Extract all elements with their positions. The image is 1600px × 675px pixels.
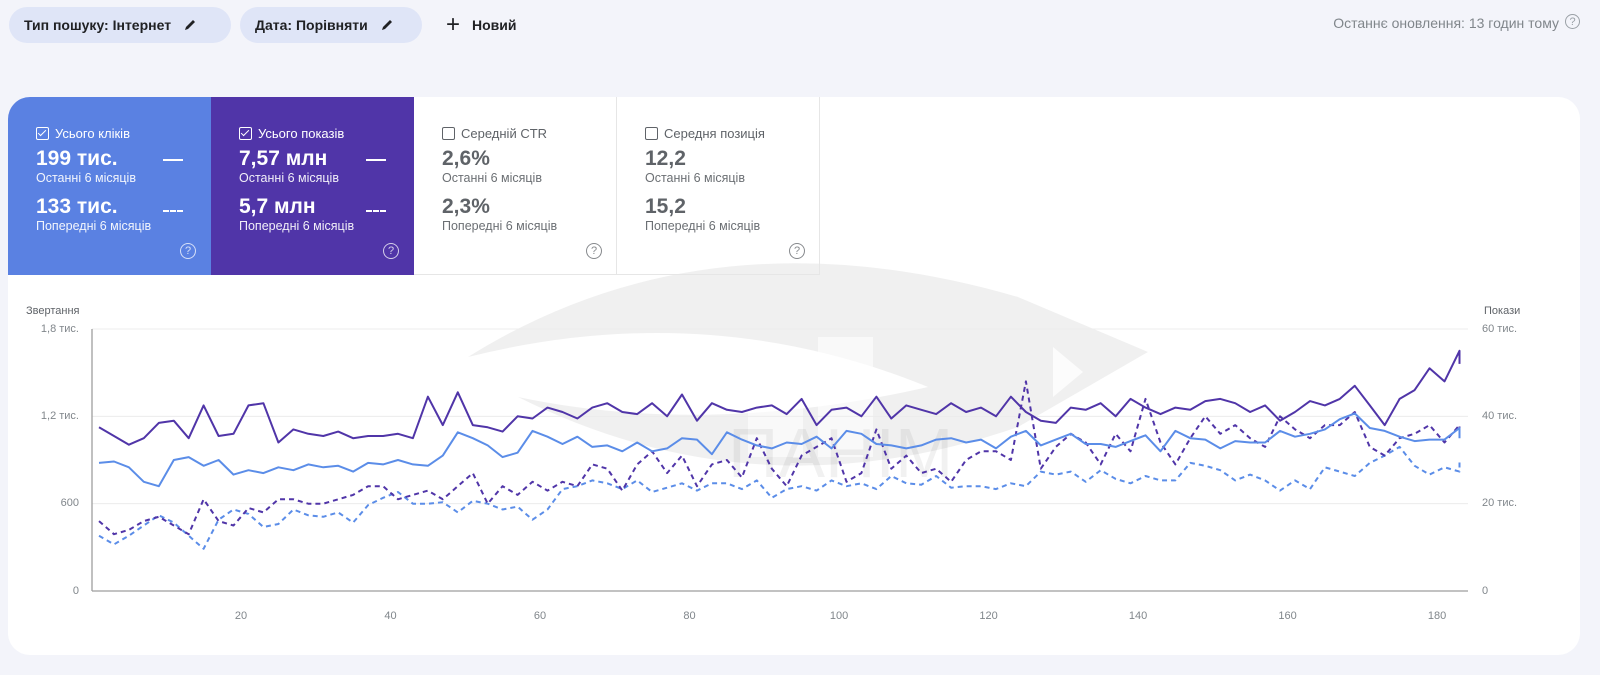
metric-previous-value: 15,2	[645, 195, 686, 218]
left-axis-title: Звертання	[26, 305, 80, 317]
left-tick: 1,8 тис.	[40, 323, 79, 335]
search-type-filter-chip[interactable]: Тип пошуку: Інтернет	[9, 7, 231, 43]
metric-previous-value: 133 тис.	[36, 195, 118, 218]
x-tick: 120	[979, 610, 997, 622]
metric-previous-value: 5,7 млн	[239, 195, 316, 218]
metric-current-value: 2,6%	[442, 147, 490, 170]
metric-previous-value: 2,3%	[442, 195, 490, 218]
left-tick: 600	[60, 497, 79, 509]
x-tick: 100	[830, 610, 848, 622]
metric-previous-period: Попередні 6 місяців	[239, 219, 355, 233]
x-tick: 60	[534, 610, 546, 622]
date-filter-label: Дата: Порівняти	[255, 17, 368, 33]
help-icon[interactable]: ?	[383, 243, 399, 259]
dashed-line-legend-icon	[163, 210, 183, 212]
x-tick: 40	[384, 610, 396, 622]
metric-tile-clicks[interactable]: Усього кліків 199 тис. Останні 6 місяців…	[8, 97, 211, 275]
last-updated-text: Останнє оновлення: 13 годин тому	[1333, 15, 1559, 31]
metric-current-value: 7,57 млн	[239, 147, 328, 170]
performance-line-chart[interactable]: 20 40 60 80 100 120 140 160 180	[8, 97, 1580, 655]
metric-current-period: Останні 6 місяців	[36, 171, 136, 185]
metric-label: Середній CTR	[461, 125, 548, 141]
metric-current-period: Останні 6 місяців	[645, 171, 745, 185]
help-icon[interactable]: ?	[180, 243, 196, 259]
metric-label: Середня позиція	[664, 125, 765, 141]
solid-line-legend-icon	[366, 159, 386, 161]
solid-line-legend-icon	[163, 159, 183, 161]
pencil-icon	[185, 20, 196, 30]
new-filter-button[interactable]: + Новий	[446, 7, 517, 43]
plus-icon: +	[446, 11, 461, 38]
metric-previous-period: Попередні 6 місяців	[36, 219, 152, 233]
left-tick: 1,2 тис.	[40, 410, 79, 422]
search-type-filter-label: Тип пошуку: Інтернет	[24, 17, 172, 33]
left-tick: 0	[72, 585, 79, 597]
metric-current-value: 199 тис.	[36, 147, 118, 170]
checkbox-checked-icon[interactable]	[239, 126, 252, 140]
metric-tile-ctr[interactable]: Середній CTR 2,6% Останні 6 місяців 2,3%…	[414, 97, 617, 275]
right-tick: 60 тис.	[1482, 323, 1518, 335]
new-filter-label: Новий	[472, 17, 517, 33]
help-icon[interactable]: ?	[1565, 14, 1580, 29]
series-line[interactable]	[98, 349, 1461, 446]
performance-card: ПАНІМ Усього кліків 199 тис. Останні 6 м…	[8, 97, 1580, 655]
right-axis-title: Покази	[1484, 305, 1521, 317]
metric-previous-period: Попередні 6 місяців	[442, 219, 558, 233]
checkbox-unchecked-icon[interactable]	[442, 126, 455, 140]
right-tick: 0	[1482, 585, 1489, 597]
pencil-icon	[381, 20, 392, 30]
metric-label: Усього показів	[258, 125, 345, 141]
metric-current-value: 12,2	[645, 147, 686, 170]
series-line[interactable]	[98, 445, 1461, 550]
x-tick: 20	[235, 610, 247, 622]
series-line[interactable]	[98, 380, 1461, 536]
metric-tile-position[interactable]: Середня позиція 12,2 Останні 6 місяців 1…	[617, 97, 820, 275]
help-icon[interactable]: ?	[789, 243, 805, 259]
x-tick: 160	[1278, 610, 1296, 622]
checkbox-unchecked-icon[interactable]	[645, 126, 658, 140]
metric-tile-impressions[interactable]: Усього показів 7,57 млн Останні 6 місяці…	[211, 97, 414, 275]
metric-label: Усього кліків	[55, 125, 130, 141]
help-icon[interactable]: ?	[586, 243, 602, 259]
series-line[interactable]	[98, 412, 1461, 488]
x-tick: 80	[683, 610, 695, 622]
x-tick: 180	[1428, 610, 1446, 622]
dashed-line-legend-icon	[366, 210, 386, 212]
right-tick: 20 тис.	[1482, 497, 1518, 509]
right-tick: 40 тис.	[1482, 410, 1518, 422]
metric-current-period: Останні 6 місяців	[239, 171, 339, 185]
date-filter-chip[interactable]: Дата: Порівняти	[240, 7, 422, 43]
x-tick: 140	[1129, 610, 1147, 622]
metric-current-period: Останні 6 місяців	[442, 171, 542, 185]
metric-previous-period: Попередні 6 місяців	[645, 219, 761, 233]
checkbox-checked-icon[interactable]	[36, 126, 49, 140]
